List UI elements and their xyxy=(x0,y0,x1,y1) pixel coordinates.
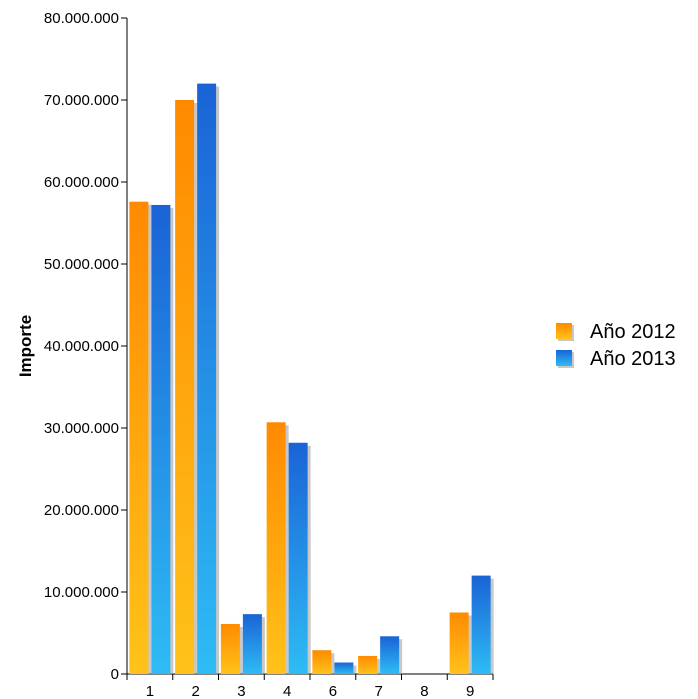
bar-2012-cat-3 xyxy=(220,623,240,674)
legend-label: Año 2013 xyxy=(590,348,676,370)
x-tick-group: 1 2 3 4 6 7 8 9 xyxy=(126,674,494,699)
x-tick-label: 9 xyxy=(466,683,474,699)
bar-2012-cat-1 xyxy=(129,201,149,674)
legend: Año 2012 Año 2013 xyxy=(556,321,676,370)
x-tick-label: 1 xyxy=(146,683,154,699)
bar-2013-cat-9 xyxy=(471,575,491,674)
bar-2013-cat-6 xyxy=(334,662,354,674)
bar-2012-cat-6 xyxy=(312,650,332,674)
y-axis-label: Importe xyxy=(16,315,35,377)
y-tick-label: 50.000.000 xyxy=(44,256,119,273)
x-tick-label: 6 xyxy=(329,683,337,699)
legend-swatch-2012 xyxy=(556,323,572,339)
bar-2013-cat-4 xyxy=(288,442,308,674)
bar-2012-cat-2 xyxy=(175,100,195,674)
y-tick-label: 20.000.000 xyxy=(44,502,119,519)
bar-2013-cat-7 xyxy=(380,636,400,674)
y-tick-label: 40.000.000 xyxy=(44,338,119,355)
bar-2012-cat-7 xyxy=(358,655,378,674)
y-tick-label: 70.000.000 xyxy=(44,92,119,109)
y-tick-label: 80.000.000 xyxy=(44,10,119,27)
bar-2013-cat-3 xyxy=(242,614,262,674)
legend-label: Año 2012 xyxy=(590,321,676,343)
y-tick-group: 0 10.000.000 20.000.000 30.000.000 40.000.00… xyxy=(44,10,127,683)
y-tick-label: 10.000.000 xyxy=(44,584,119,601)
legend-swatch-2013 xyxy=(556,350,572,366)
x-tick-label: 2 xyxy=(191,683,199,699)
bar-2013-cat-1 xyxy=(151,204,171,674)
x-tick-label: 8 xyxy=(420,683,428,699)
x-tick-label: 3 xyxy=(237,683,245,699)
bar-2012-cat-9 xyxy=(449,612,469,674)
bar-2012-cat-4 xyxy=(266,422,286,674)
bar-2013-cat-2 xyxy=(197,83,217,675)
y-tick-label: 0 xyxy=(111,666,119,683)
x-tick-label: 7 xyxy=(374,683,382,699)
y-tick-label: 60.000.000 xyxy=(44,174,119,191)
x-tick-label: 4 xyxy=(283,683,291,699)
bars-group xyxy=(129,83,494,675)
y-tick-label: 30.000.000 xyxy=(44,420,119,437)
